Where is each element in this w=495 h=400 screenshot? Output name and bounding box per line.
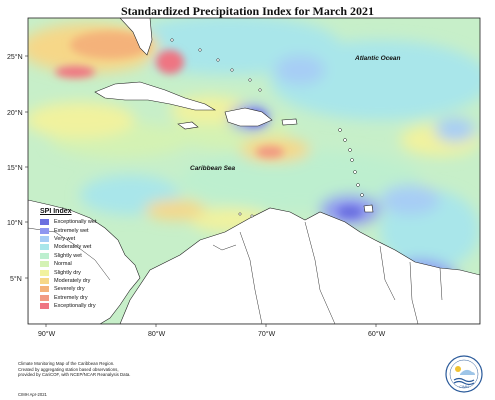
legend-swatch	[40, 261, 49, 268]
legend-item: Slightly dry	[40, 268, 110, 276]
legend-label: Slightly wet	[54, 252, 82, 259]
map-credit: Climate Monitoring Map of the Caribbean …	[18, 361, 218, 378]
credit-line: Climate Monitoring Map of the Caribbean …	[18, 361, 115, 366]
legend-item: Extremely dry	[40, 294, 110, 302]
land-masses	[28, 18, 480, 324]
legend-label: Moderately wet	[54, 244, 92, 251]
latitude-axis: 25°N 20°N 15°N 10°N 5°N	[7, 53, 28, 283]
legend-swatch	[40, 235, 49, 242]
spi-legend: SPI Index Exceptionally wet Extremely wet…	[40, 208, 110, 310]
lon-tick-label: 60°W	[368, 330, 386, 338]
legend-swatch	[40, 227, 49, 234]
legend-label: Extremely wet	[54, 227, 89, 234]
legend-swatch	[40, 269, 49, 276]
legend-label: Exceptionally dry	[54, 303, 96, 310]
legend-swatch	[40, 244, 49, 251]
legend-item: Normal	[40, 260, 110, 268]
longitude-axis: 90°W 80°W 70°W 60°W	[38, 324, 386, 338]
lon-tick-label: 70°W	[258, 330, 276, 338]
legend-swatch	[40, 286, 49, 293]
lesser-antilles	[170, 38, 364, 218]
lat-tick-label: 20°N	[7, 109, 23, 117]
legend-label: Extremely dry	[54, 294, 88, 301]
credit-line: provided by CariCOF, with NCEP/NCAR Rean…	[18, 372, 131, 378]
legend-item: Exceptionally wet	[40, 218, 110, 226]
lon-tick-label: 80°W	[148, 330, 166, 338]
legend-label: Slightly dry	[54, 269, 81, 276]
legend-label: Severely dry	[54, 286, 85, 293]
legend-item: Severely dry	[40, 285, 110, 293]
lat-tick-label: 25°N	[7, 53, 23, 61]
legend-title: SPI Index	[40, 208, 72, 215]
legend-item: Extremely wet	[40, 226, 110, 234]
cimh-logo-icon: CIMH	[445, 355, 483, 393]
legend-item: Moderately dry	[40, 277, 110, 285]
logo-text: CIMH	[459, 385, 469, 389]
legend-swatch	[40, 303, 49, 310]
legend-swatch	[40, 219, 49, 226]
legend-label: Exceptionally wet	[54, 219, 97, 226]
precipitation-field	[28, 18, 480, 324]
lat-tick-label: 15°N	[7, 164, 23, 172]
legend-item: Slightly wet	[40, 252, 110, 260]
atlantic-ocean-label: Atlantic Ocean	[354, 55, 401, 62]
map-title: Standardized Precipitation Index for Mar…	[121, 4, 374, 18]
legend-item: Moderately wet	[40, 243, 110, 251]
legend-label: Normal	[54, 261, 72, 268]
legend-item: Exceptionally dry	[40, 302, 110, 310]
caribbean-sea-label: Caribbean Sea	[190, 165, 236, 172]
legend-label: Moderately dry	[54, 277, 91, 284]
lon-tick-label: 90°W	[38, 330, 56, 338]
map-frame	[27, 17, 481, 325]
lat-tick-label: 5°N	[10, 275, 22, 283]
legend-label: Very wet	[54, 235, 76, 242]
legend-swatch	[40, 277, 49, 284]
credit-line: Created by aggregating station based obs…	[18, 366, 119, 372]
legend-items: Exceptionally wet Extremely wet Very wet Mo…	[40, 218, 110, 310]
legend-swatch	[40, 294, 49, 301]
copyright-text: CIMH Apr-2021	[18, 392, 47, 397]
legend-swatch	[40, 252, 49, 259]
lat-tick-label: 10°N	[7, 219, 23, 227]
legend-item: Very wet	[40, 235, 110, 243]
